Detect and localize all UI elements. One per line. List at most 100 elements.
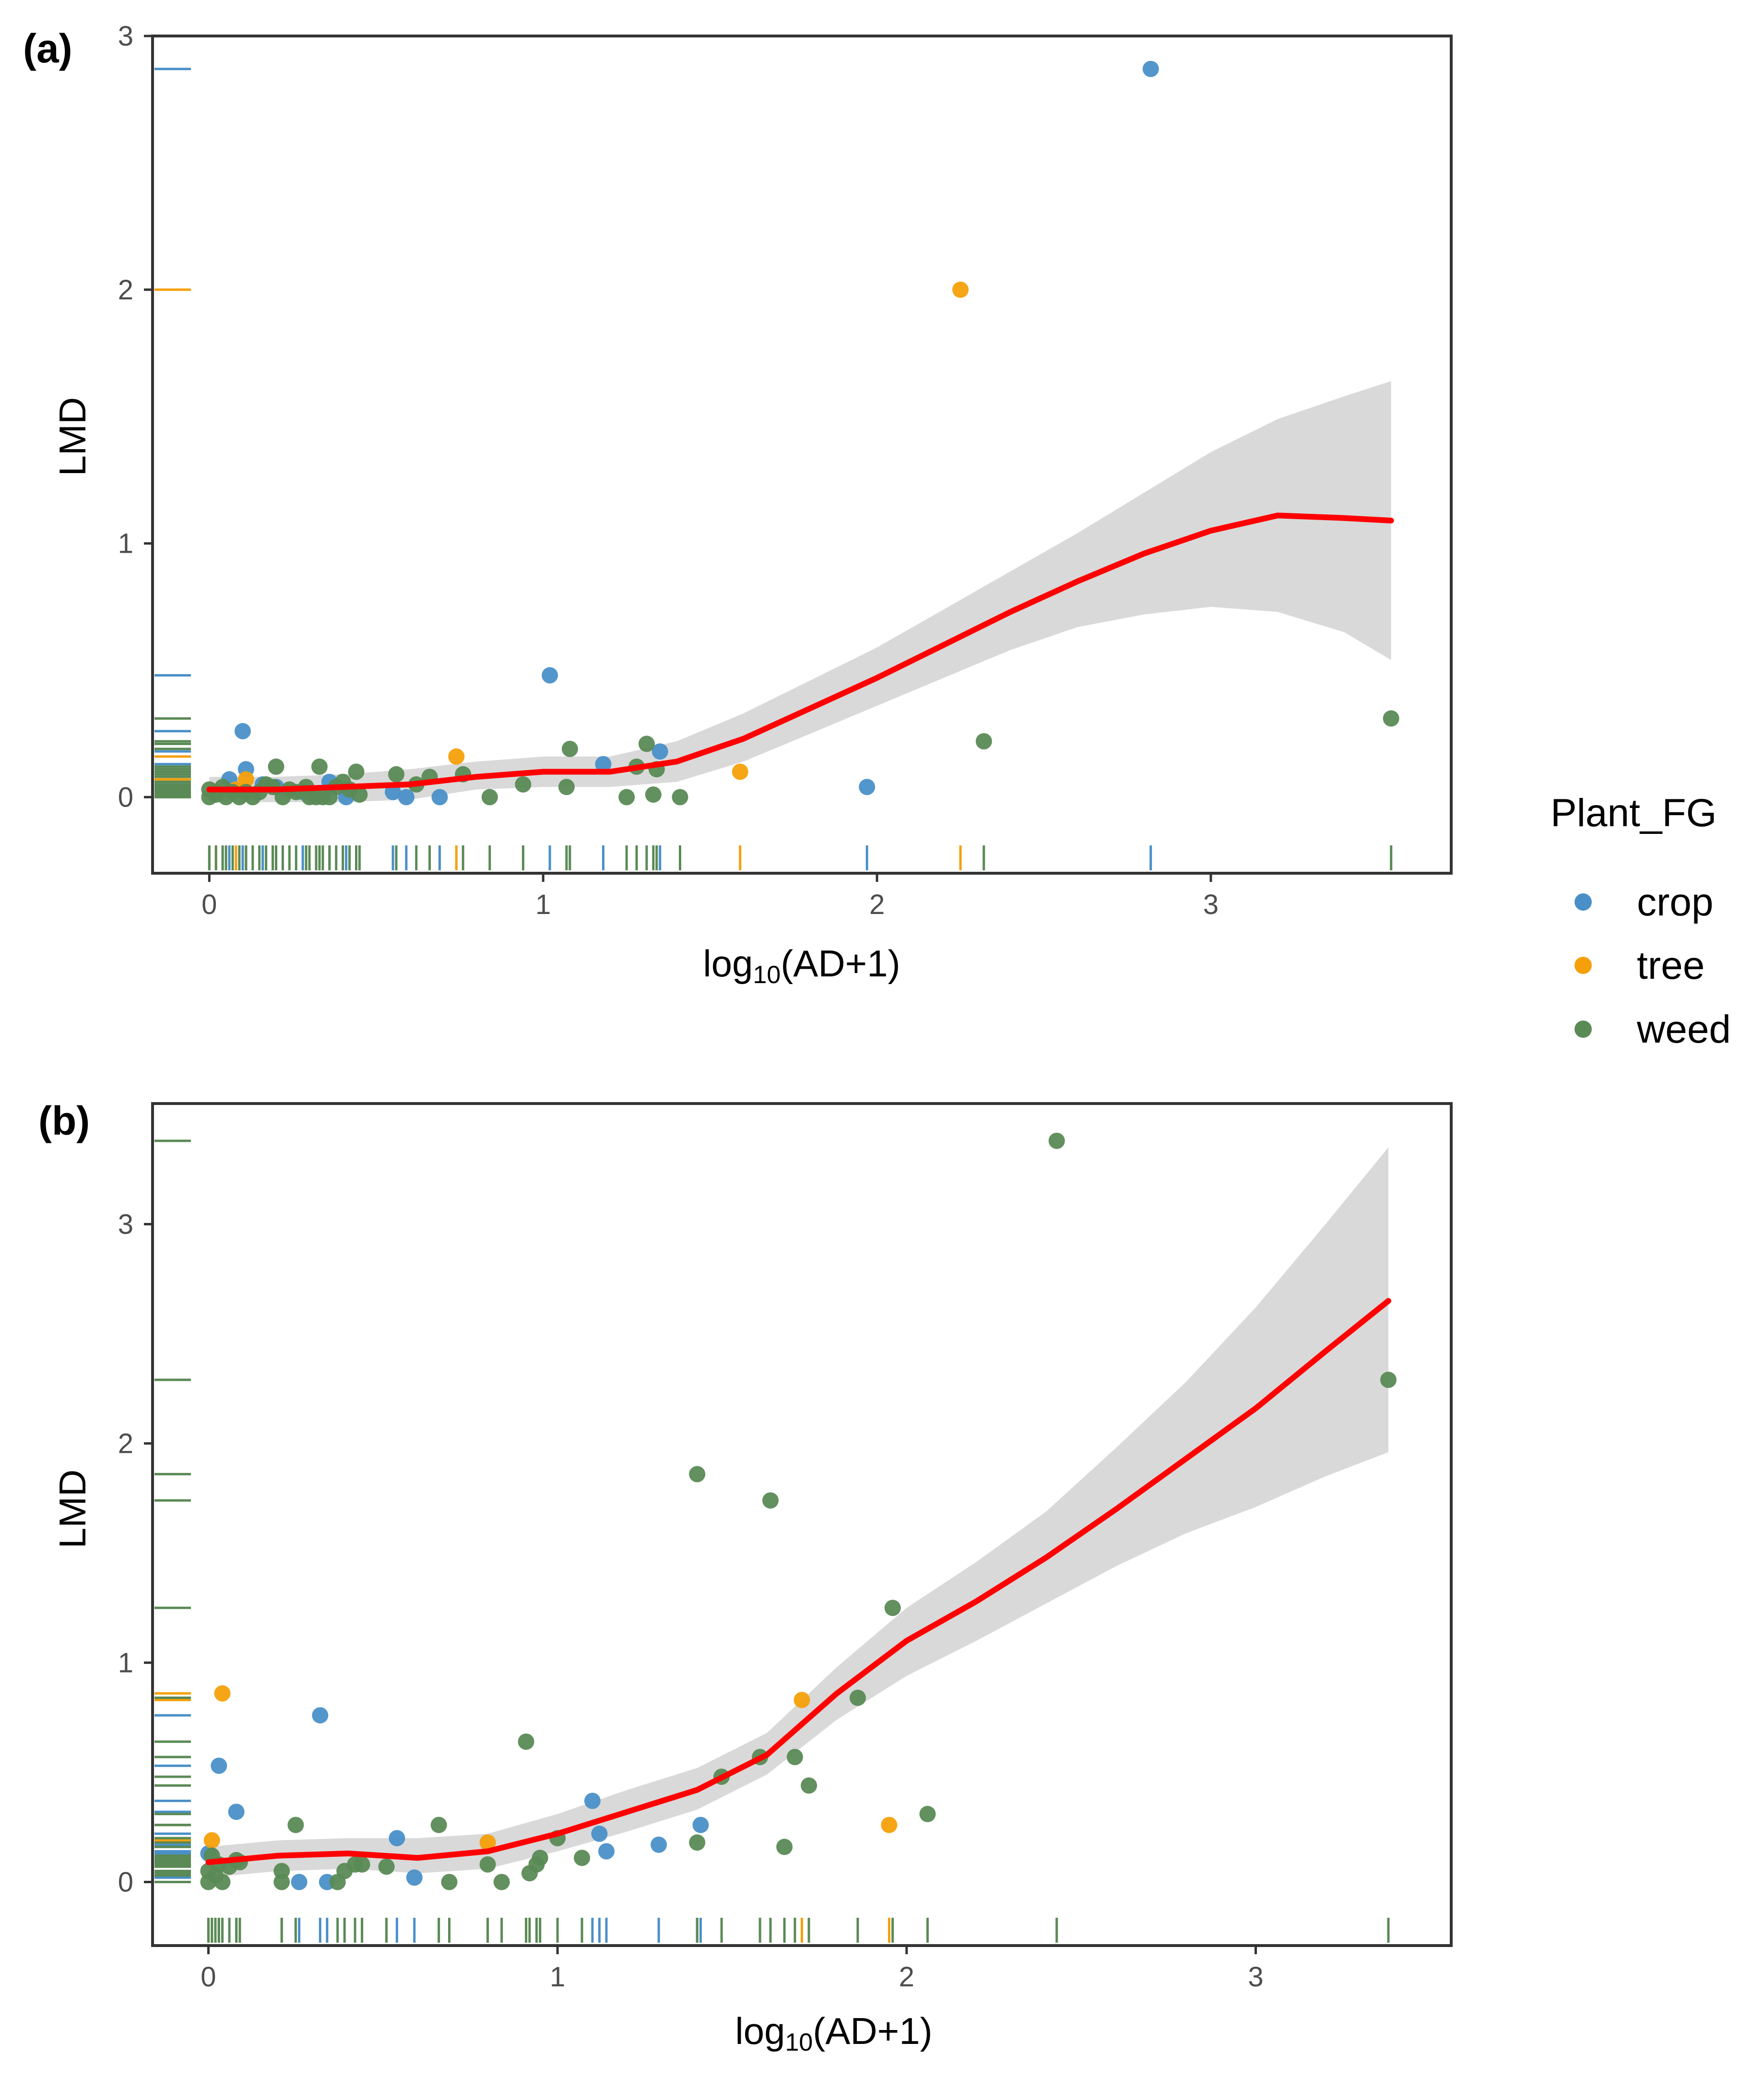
panel-b-point-weed-34: [801, 1777, 817, 1794]
panel-a-point-weed-35: [618, 789, 635, 806]
panel-b-point-crop-10: [598, 1843, 615, 1860]
panel-b-point-weed-24: [532, 1850, 548, 1866]
panel-b-point-weed-31: [762, 1492, 779, 1509]
panel-a-point-weed-40: [672, 789, 688, 806]
panel-b-ytick-label-3: 3: [118, 1209, 133, 1240]
panel-b-point-tree-2: [479, 1834, 496, 1851]
panel-a-point-weed-41: [975, 733, 992, 749]
panel-a-xtick-label-2: 2: [869, 889, 885, 920]
panel-a-ytick-label-3: 3: [118, 21, 133, 52]
panel-b-xtick-label-1: 1: [550, 1961, 565, 1993]
panel-b-point-crop-7: [406, 1869, 423, 1886]
panel-b-point-weed-27: [689, 1834, 706, 1851]
panel-b-point-crop-9: [591, 1825, 608, 1842]
panel-a-point-weed-34: [561, 740, 578, 757]
legend-label-tree: tree: [1637, 944, 1705, 987]
panel-a-ytick-label-2: 2: [118, 274, 133, 306]
panel-a-point-weed-38: [645, 786, 662, 803]
panel-a-point-crop-15: [1142, 60, 1159, 77]
panel-b-point-weed-28: [689, 1466, 706, 1483]
panel-b-xlabel: log10(AD+1): [735, 2010, 932, 2056]
panel-a-xlabel: log10(AD+1): [703, 942, 900, 989]
panel-a-point-weed-37: [638, 736, 655, 752]
legend-item-crop: crop: [1575, 880, 1714, 924]
panel-a-point-crop-9: [398, 789, 414, 806]
panel-a-point-tree-3: [448, 748, 465, 765]
legend-key-crop: [1575, 893, 1592, 911]
panel-a-point-weed-27: [388, 766, 404, 783]
panel-a-point-tree-2: [237, 771, 254, 788]
panel-b-point-weed-17: [430, 1817, 447, 1833]
panel-b-point-weed-18: [441, 1874, 458, 1890]
panel-b-xtick-label-0: 0: [201, 1961, 216, 1993]
panel-b-point-weed-36: [884, 1600, 901, 1616]
panel-b-point-crop-4: [312, 1707, 329, 1724]
panel-b-point-crop-11: [651, 1836, 667, 1853]
panel-a-point-tree-5: [952, 281, 969, 298]
panel-b-confidence-ribbon: [208, 1147, 1389, 1878]
panel-b-point-weed-33: [786, 1749, 803, 1765]
panel-a-point-weed-25: [348, 763, 365, 780]
panel-b-point-weed-10: [273, 1863, 290, 1879]
panel-b-point-weed-19: [479, 1856, 496, 1873]
panel-b-ytick-label-2: 2: [118, 1428, 133, 1459]
legend: Plant_FG crop tree weed: [1551, 791, 1731, 1051]
panel-b-point-weed-20: [493, 1874, 510, 1890]
panel-a-ylabel: LMD: [51, 397, 94, 476]
panel-b-point-weed-37: [919, 1805, 936, 1822]
panel-a: (a) 0 1 2 3 0 1 2 3 LMD log10(AD+1): [23, 21, 1453, 989]
panel-a-smooth-line: [206, 512, 1394, 793]
panel-b-point-tree-3: [793, 1692, 810, 1709]
panel-a-point-crop-14: [859, 779, 876, 796]
panel-a-point-weed-33: [558, 779, 575, 796]
panel-b-point-weed-38: [1048, 1132, 1065, 1149]
panel-b-point-crop-3: [291, 1874, 308, 1890]
panel-b-point-weed-39: [1380, 1371, 1397, 1388]
panel-b-point-weed-11: [287, 1817, 304, 1833]
panel-a-xtick-label-0: 0: [201, 889, 217, 920]
panel-a-xtick-label-3: 3: [1203, 889, 1219, 920]
panel-b-point-crop-2: [228, 1804, 245, 1820]
legend-label-weed: weed: [1636, 1008, 1731, 1051]
panel-b-plot: 0 1 2 3 0 1 2 3: [118, 1102, 1453, 1993]
panel-b-point-crop-8: [584, 1793, 601, 1809]
panel-b-point-weed-26: [574, 1850, 591, 1866]
panel-b-ytick-label-1: 1: [118, 1647, 133, 1678]
panel-b-point-crop-12: [692, 1817, 709, 1833]
panel-a-xtick-label-1: 1: [535, 889, 551, 920]
panel-b-point-tree-0: [203, 1832, 220, 1849]
legend-key-weed: [1575, 1021, 1592, 1038]
panel-a-point-crop-10: [431, 789, 448, 806]
panel-b-point-crop-6: [389, 1830, 405, 1847]
panel-b-point-crop-1: [211, 1757, 227, 1774]
panel-b-point-tree-4: [881, 1817, 898, 1833]
panel-b-point-weed-16: [378, 1858, 395, 1875]
legend-title: Plant_FG: [1551, 791, 1717, 835]
panel-b-label: (b): [38, 1098, 90, 1143]
panel-a-point-weed-19: [311, 758, 328, 775]
panel-b-smooth-line: [205, 1298, 1391, 1865]
panel-a-point-weed-32: [515, 776, 532, 793]
panel-a-frame: [151, 35, 1453, 875]
panel-a-confidence-ribbon: [209, 381, 1391, 802]
panel-a-ytick-label-0: 0: [118, 782, 133, 813]
panel-a-ytick-label-1: 1: [118, 528, 133, 559]
legend-item-tree: tree: [1575, 944, 1705, 987]
panel-a-point-weed-42: [1383, 710, 1399, 727]
panel-b-xtick-label-3: 3: [1248, 1961, 1263, 1993]
panel-a-plot: 0 1 2 3 0 1 2 3: [118, 21, 1453, 920]
panel-b-point-tree-1: [214, 1685, 231, 1702]
panel-a-point-weed-12: [268, 758, 284, 775]
panel-a-point-crop-1: [234, 723, 251, 739]
panel-a-point-weed-26: [351, 786, 368, 803]
legend-item-weed: weed: [1575, 1008, 1731, 1051]
panel-b-xtick-label-2: 2: [899, 1961, 914, 1993]
panel-a-point-crop-11: [542, 667, 558, 684]
legend-label-crop: crop: [1637, 880, 1714, 924]
panel-a-point-tree-4: [732, 763, 748, 780]
panel-b: (b) 0 1 2 3 0 1 2 3 LMD log10(AD+1): [38, 1098, 1453, 2056]
panel-b-frame: [151, 1102, 1453, 1947]
panel-b-point-weed-21: [518, 1734, 534, 1750]
panel-a-label: (a): [23, 26, 72, 71]
